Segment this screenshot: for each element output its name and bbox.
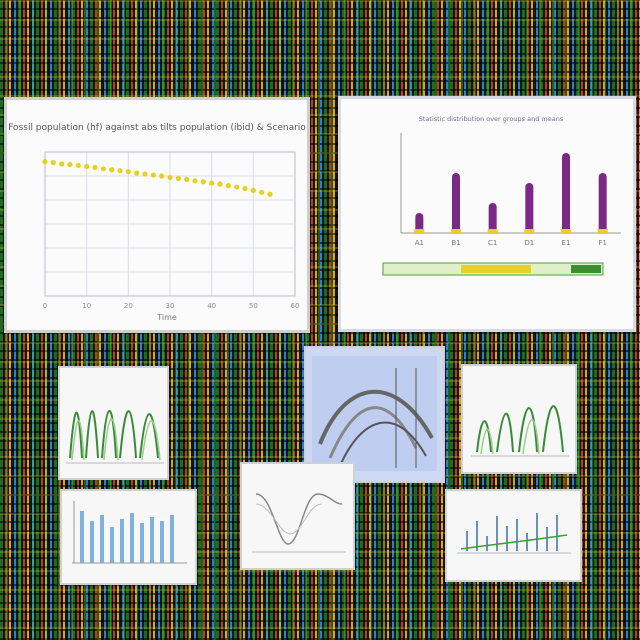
x-tick-label: A1	[415, 239, 424, 247]
thumbnail-bar-chart	[60, 489, 197, 585]
bar	[452, 173, 460, 233]
data-point	[92, 164, 98, 170]
data-point	[59, 161, 65, 167]
data-point	[267, 191, 273, 197]
data-point	[150, 172, 156, 178]
data-point	[184, 176, 190, 182]
x-tick-label: 40	[207, 302, 216, 310]
bar-base	[487, 229, 498, 234]
data-point	[159, 173, 165, 179]
thumbnail-waveform-chart	[58, 366, 169, 480]
data-point	[125, 169, 131, 175]
bar-chart-panel: Statistic distribution over groups and m…	[338, 96, 636, 332]
data-point	[250, 187, 256, 193]
data-point	[109, 167, 115, 173]
thumbnail-spike-chart	[445, 489, 582, 582]
x-tick-label: 10	[82, 302, 91, 310]
chart-title: Statistic distribution over groups and m…	[419, 115, 564, 123]
data-point	[167, 174, 173, 181]
x-tick-label: 20	[124, 302, 133, 310]
data-point	[225, 183, 231, 189]
x-axis-label: Time	[156, 313, 177, 322]
x-tick-label: 50	[249, 302, 258, 310]
x-tick-label: B1	[451, 239, 460, 247]
bar-base	[597, 229, 608, 234]
x-tick-label: D1	[524, 239, 534, 247]
data-point	[142, 171, 148, 177]
data-point	[217, 181, 223, 187]
bar	[598, 173, 607, 233]
data-point	[117, 168, 123, 174]
data-point	[242, 185, 248, 192]
thumbnail-arc-chart	[304, 346, 445, 483]
bar-base	[414, 229, 425, 234]
thumbnail-curve-chart	[240, 462, 355, 570]
data-point	[42, 159, 48, 165]
bar	[562, 153, 570, 233]
plot-frame	[44, 151, 296, 297]
data-point	[134, 170, 140, 176]
data-point	[234, 184, 240, 190]
bar	[488, 203, 497, 233]
x-tick-label: 60	[291, 302, 300, 310]
bar	[525, 183, 534, 233]
data-point	[259, 189, 265, 195]
data-point	[100, 166, 106, 172]
data-point	[75, 162, 81, 169]
data-point	[200, 179, 206, 185]
line-chart-panel: Fossil population (hf) against abs tilts…	[4, 97, 310, 333]
data-point	[192, 178, 198, 184]
bar	[415, 213, 424, 233]
thumbnail-waveform-chart	[461, 364, 577, 474]
x-tick-label: 0	[43, 302, 47, 310]
bar-base	[451, 229, 461, 234]
data-point	[209, 180, 215, 186]
legend-swatch-green	[571, 265, 601, 273]
bar-chart: Statistic distribution over groups and m…	[382, 115, 621, 276]
data-point	[50, 159, 56, 166]
x-tick-label: E1	[562, 239, 571, 247]
scatter-chart: Fossil population (hf) against abs tilts…	[8, 123, 306, 322]
data-point	[175, 175, 181, 181]
legend-swatch-yellow	[461, 265, 531, 273]
x-tick-label: 30	[166, 302, 175, 310]
bar-base	[561, 229, 571, 234]
data-point	[67, 161, 73, 168]
x-tick-label: C1	[488, 239, 497, 247]
chart-title: Fossil population (hf) against abs tilts…	[8, 123, 306, 133]
data-point	[84, 163, 90, 169]
x-tick-label: F1	[598, 239, 606, 247]
bar-base	[524, 229, 535, 234]
